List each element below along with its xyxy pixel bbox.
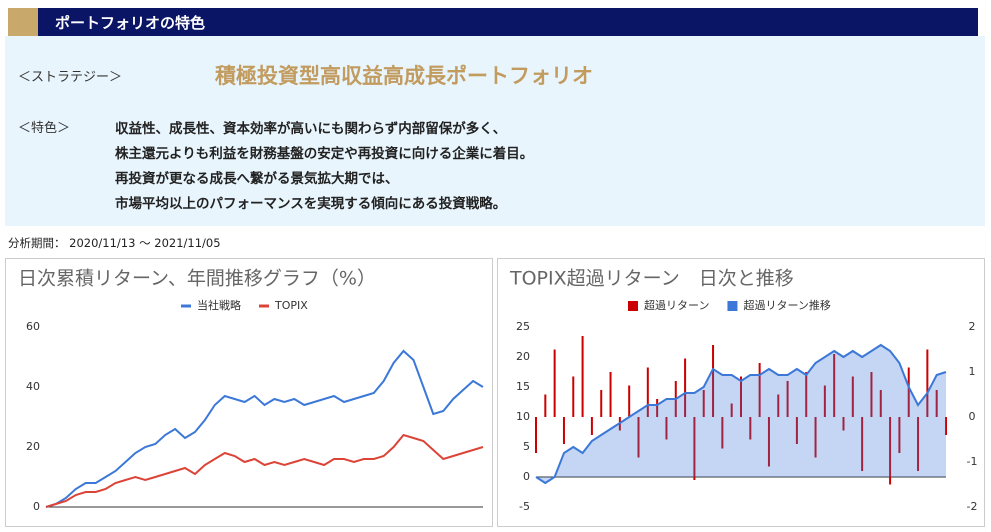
- strategy-name: 積極投資型高収益高成長ポートフォリオ: [215, 64, 593, 88]
- features-label: ＜特色＞: [18, 121, 71, 136]
- y2-tick-label: 2: [969, 320, 976, 333]
- bar: [926, 349, 929, 417]
- header-bar: [8, 8, 978, 36]
- bar: [749, 417, 752, 440]
- bar: [795, 417, 798, 444]
- bar: [740, 376, 742, 417]
- y-tick-label: 0: [33, 500, 40, 513]
- bar: [693, 417, 696, 480]
- bar: [842, 417, 845, 431]
- legend-label: 超過リターン推移: [743, 298, 830, 312]
- y2-tick-label: -1: [967, 455, 978, 468]
- bar: [823, 385, 826, 417]
- bar: [562, 417, 565, 444]
- bar: [935, 390, 938, 417]
- legend-swatch: [628, 301, 638, 311]
- chart-title: TOPIX超過リターン 日次と推移: [509, 268, 794, 290]
- bar: [637, 417, 640, 458]
- bar: [544, 394, 547, 417]
- bar: [805, 372, 808, 417]
- period: 分析期間： 2020/11/13 ～ 2021/11/05: [8, 236, 221, 250]
- legend-label: 超過リターン: [644, 298, 709, 312]
- bar: [581, 336, 584, 417]
- feature-line: 市場平均以上のパフォーマンスを実現する傾向にある投資戦略。: [115, 196, 507, 212]
- bar: [665, 417, 668, 440]
- y2-tick-label: 1: [969, 365, 976, 378]
- bar: [917, 417, 920, 471]
- y-tick-label: 15: [516, 380, 530, 393]
- bar: [767, 417, 770, 467]
- bar: [628, 385, 631, 417]
- bar: [553, 349, 556, 417]
- bar: [851, 376, 854, 417]
- y2-tick-label: 0: [969, 410, 976, 423]
- area: [536, 345, 946, 483]
- strategy-label: ＜ストラテジー＞: [18, 70, 123, 85]
- bar: [777, 394, 780, 417]
- line: [45, 349, 484, 508]
- bar: [590, 417, 593, 435]
- bar: [712, 345, 715, 417]
- bar: [600, 390, 603, 417]
- header-title: ポートフォリオの特色: [55, 14, 206, 32]
- bar: [721, 417, 724, 449]
- y-tick-label: 10: [516, 410, 530, 423]
- panel: [5, 36, 985, 226]
- bar: [814, 417, 817, 458]
- legend-swatch: [727, 301, 738, 311]
- legend-label: TOPIX: [274, 299, 308, 312]
- feature-line: 株主還元よりも利益を財務基盤の安定や再投資に向ける企業に着目。: [115, 146, 534, 162]
- feature-line: 収益性、成長性、資本効率が高いにも関わらず内部留保が多く、: [115, 121, 507, 137]
- y-tick-label: -5: [519, 500, 530, 513]
- bar: [907, 367, 910, 417]
- area-line: [535, 343, 947, 485]
- chart: 日次累積リターン、年間推移グラフ（%） 当社戦略 TOPIX 0 20 40 60: [5, 258, 493, 527]
- bar: [684, 358, 687, 417]
- y-tick-label: 25: [516, 320, 530, 333]
- y-tick-label: 40: [26, 380, 40, 393]
- y2-tick-label: -2: [967, 500, 978, 513]
- y-tick-label: 20: [516, 350, 530, 363]
- bar: [889, 417, 892, 485]
- bar: [786, 381, 789, 417]
- header-accent: [8, 8, 38, 36]
- line: [45, 433, 484, 508]
- bar: [898, 417, 901, 453]
- bar: [646, 367, 649, 417]
- chart-title: 日次累積リターン、年間推移グラフ（%）: [18, 268, 376, 290]
- bar: [945, 417, 947, 435]
- bar: [609, 372, 612, 417]
- y-tick-label: 20: [26, 440, 40, 453]
- bar: [730, 403, 733, 417]
- bar: [656, 399, 659, 417]
- bar: [758, 363, 761, 417]
- bar: [833, 354, 836, 417]
- bar: [861, 417, 864, 471]
- feature-line: 再投資が更なる成長へ繋がる景気拡大期では、: [115, 171, 399, 187]
- legend-label: 当社戦略: [197, 298, 241, 312]
- bar: [535, 417, 537, 453]
- bar: [572, 376, 575, 417]
- y-tick-label: 60: [26, 320, 40, 333]
- bar: [870, 372, 873, 417]
- y-tick-label: 5: [523, 440, 530, 453]
- y-tick-label: 0: [523, 470, 530, 483]
- bar: [702, 390, 705, 417]
- bar: [879, 390, 882, 417]
